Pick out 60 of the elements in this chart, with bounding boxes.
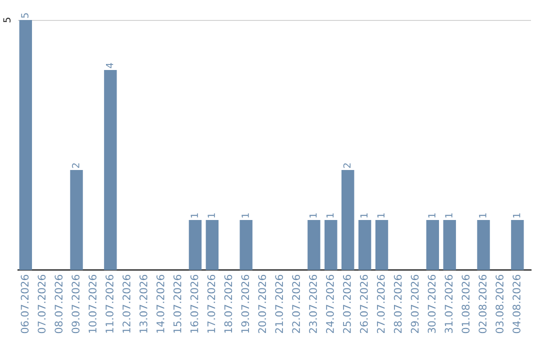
- data-label: 1: [190, 213, 198, 218]
- x-tick-label: 04.08.2026: [512, 274, 520, 334]
- x-tick-label: 24.07.2026: [326, 274, 334, 334]
- bar: [324, 220, 338, 270]
- x-tick-label: 08.07.2026: [54, 274, 63, 334]
- x-tick-label: 14.07.2026: [156, 274, 164, 333]
- bar: [70, 170, 83, 270]
- x-tick-label: 27.07.2026: [376, 274, 385, 334]
- bar: [188, 220, 202, 270]
- data-label: 1: [479, 213, 486, 218]
- bar: [341, 170, 354, 270]
- x-tick-label: 23.07.2026: [309, 274, 317, 334]
- data-label: 1: [326, 213, 334, 218]
- bar: [19, 20, 32, 270]
- x-tick-label: 13.07.2026: [139, 274, 148, 333]
- x-tick-label: 07.07.2026: [38, 274, 46, 334]
- x-tick-label: 12.07.2026: [122, 274, 130, 333]
- bar: [375, 220, 388, 270]
- data-label: 2: [343, 163, 351, 168]
- bar: [240, 220, 252, 270]
- x-tick-label: 20.07.2026: [258, 274, 266, 334]
- data-label: 1: [377, 213, 384, 218]
- bar: [426, 220, 439, 270]
- data-label: 2: [72, 163, 80, 168]
- data-label: 1: [242, 213, 249, 218]
- x-tick-label: 28.07.2026: [394, 274, 402, 334]
- data-label: 1: [360, 213, 368, 218]
- bar: [206, 220, 219, 270]
- x-tick-label: 18.07.2026: [224, 274, 232, 333]
- x-tick-label: 25.07.2026: [342, 274, 351, 334]
- x-tick-label: 02.08.2026: [478, 274, 487, 334]
- x-tick-label: 31.07.2026: [444, 274, 453, 334]
- bar: [443, 220, 456, 270]
- data-label: 1: [208, 213, 215, 218]
- data-label: 5: [21, 13, 28, 18]
- x-tick-label: 01.08.2026: [462, 274, 470, 334]
- data-label: 1: [513, 213, 520, 218]
- data-label: 1: [310, 213, 317, 218]
- bar: [308, 220, 320, 270]
- data-label: 4: [106, 62, 114, 68]
- x-tick-label: 26.07.2026: [360, 274, 368, 334]
- x-tick-label: 03.08.2026: [496, 274, 504, 334]
- bar: [358, 220, 372, 270]
- x-tick-label: 10.07.2026: [88, 274, 96, 333]
- x-tick-label: 29.07.2026: [410, 274, 419, 334]
- x-tick-label: 30.07.2026: [428, 274, 436, 334]
- x-tick-label: 06.07.2026: [20, 274, 29, 334]
- x-tick-label: 11.07.2026: [106, 274, 114, 333]
- data-label: 1: [428, 213, 436, 218]
- bar: [477, 220, 490, 270]
- bar: [511, 220, 524, 270]
- data-label: 1: [445, 213, 452, 218]
- bar: [104, 70, 117, 270]
- x-tick-label: 16.07.2026: [190, 274, 198, 333]
- x-tick-label: 09.07.2026: [72, 274, 80, 334]
- x-tick-label: 15.07.2026: [173, 274, 182, 333]
- x-tick-label: 22.07.2026: [292, 274, 300, 334]
- x-tick-label: 19.07.2026: [241, 274, 250, 333]
- x-tick-label: 17.07.2026: [207, 274, 216, 333]
- x-tick-label: 21.07.2026: [275, 274, 284, 334]
